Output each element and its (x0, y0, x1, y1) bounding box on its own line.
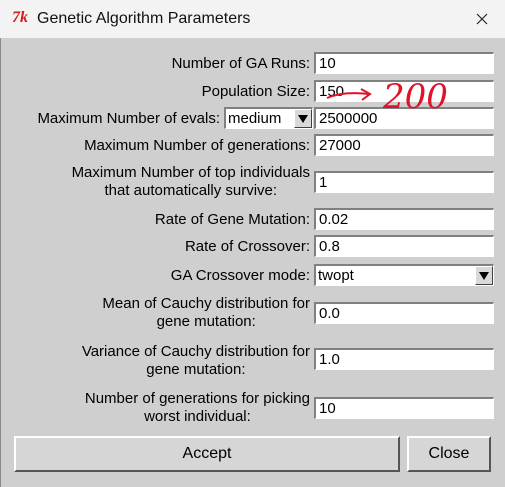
gene-mutation-rate-input[interactable]: 0.02 (314, 208, 494, 230)
label-gene-mutation-rate: Rate of Gene Mutation: (154, 211, 310, 228)
label-ga-runs: Number of GA Runs: (171, 55, 310, 72)
label-cauchy-mean: Mean of Cauchy distribution for gene mut… (102, 295, 310, 331)
label-top-individuals-line-2: that automatically survive: (104, 182, 278, 199)
label-worst-individual-line-2: worst individual: (144, 408, 251, 425)
dropdown-arrow-icon[interactable] (475, 266, 493, 285)
label-population-size: Population Size: (201, 83, 310, 100)
annotation-text: 200 (382, 77, 448, 116)
max-evals-input[interactable]: 2500000 (314, 107, 494, 129)
window-title: Genetic Algorithm Parameters (37, 10, 251, 27)
cauchy-mean-input[interactable]: 0.0 (314, 302, 494, 324)
label-cauchy-variance: Variance of Cauchy distribution for gene… (82, 343, 310, 379)
label-crossover-rate: Rate of Crossover: (184, 238, 310, 255)
worst-individual-generations-input[interactable]: 10 (314, 397, 494, 419)
max-generations-input[interactable]: 27000 (314, 134, 494, 156)
dropdown-arrow-icon[interactable] (294, 109, 312, 128)
label-worst-individual-generations: Number of generations for picking worst … (85, 390, 310, 426)
label-top-individuals: Maximum Number of top individuals that a… (72, 164, 310, 200)
top-individuals-input[interactable]: 1 (314, 171, 494, 193)
tk-app-icon: 7k (12, 9, 28, 26)
label-worst-individual-line-1: Number of generations for picking (84, 390, 310, 407)
label-top-individuals-line-1: Maximum Number of top individuals (71, 164, 310, 181)
close-button[interactable]: Close (407, 436, 491, 472)
close-icon[interactable] (459, 0, 505, 38)
label-crossover-mode: GA Crossover mode: (170, 267, 310, 284)
crossover-mode-select-value: twopt (318, 267, 354, 284)
handwritten-annotation: 200 (323, 76, 473, 117)
max-evals-select[interactable]: medium (224, 107, 313, 129)
crossover-rate-input[interactable]: 0.8 (314, 235, 494, 257)
label-max-evals: Maximum Number of evals: (37, 110, 220, 127)
ga-runs-input[interactable]: 10 (314, 52, 494, 74)
label-cauchy-mean-line-1: Mean of Cauchy distribution for (102, 295, 310, 312)
population-size-input[interactable]: 150 (314, 80, 494, 102)
title-bar: 7k Genetic Algorithm Parameters (0, 0, 505, 39)
label-cauchy-variance-line-2: gene mutation: (146, 361, 246, 378)
accept-button[interactable]: Accept (14, 436, 400, 472)
label-cauchy-variance-line-1: Variance of Cauchy distribution for (81, 343, 310, 360)
dialog-body: Number of GA Runs: 10 Population Size: 1… (0, 38, 505, 487)
crossover-mode-select[interactable]: twopt (314, 264, 494, 286)
max-evals-select-value: medium (228, 110, 282, 127)
label-max-generations: Maximum Number of generations: (84, 137, 310, 154)
cauchy-variance-input[interactable]: 1.0 (314, 348, 494, 370)
label-cauchy-mean-line-2: gene mutation: (156, 313, 256, 330)
